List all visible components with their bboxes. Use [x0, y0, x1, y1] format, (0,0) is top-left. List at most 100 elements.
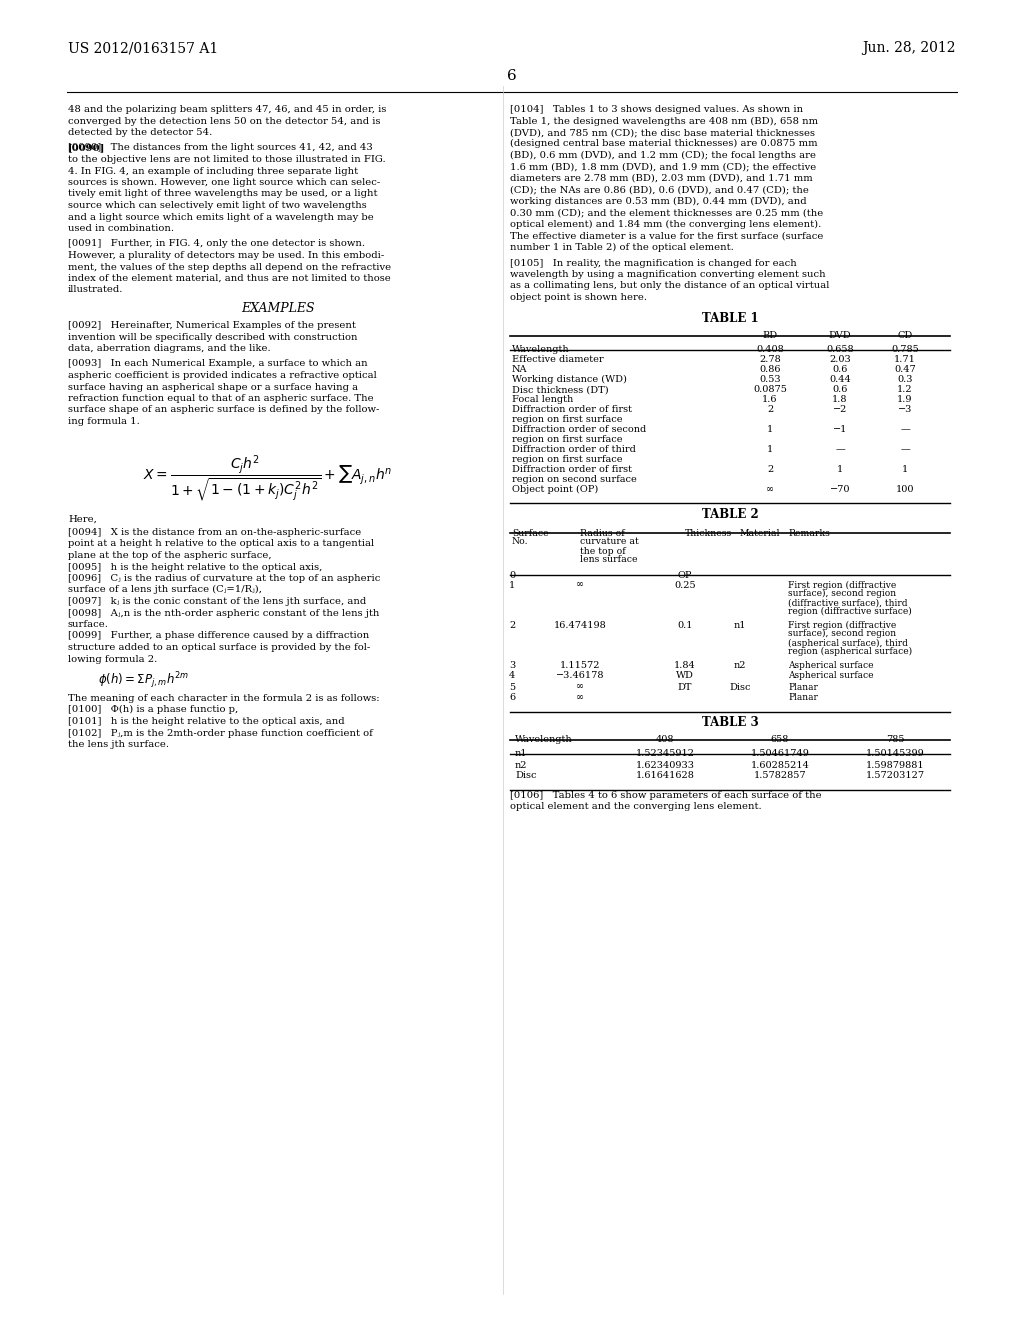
Text: 0.6: 0.6 [833, 385, 848, 395]
Text: 1.60285214: 1.60285214 [751, 760, 809, 770]
Text: invention will be specifically described with construction: invention will be specifically described… [68, 333, 357, 342]
Text: TABLE 1: TABLE 1 [701, 312, 759, 325]
Text: —: — [900, 446, 910, 454]
Text: sources is shown. However, one light source which can selec-: sources is shown. However, one light sou… [68, 178, 380, 187]
Text: (CD); the NAs are 0.86 (BD), 0.6 (DVD), and 0.47 (CD); the: (CD); the NAs are 0.86 (BD), 0.6 (DVD), … [510, 186, 809, 194]
Text: curvature at: curvature at [580, 537, 639, 546]
Text: Planar: Planar [788, 682, 818, 692]
Text: to the objective lens are not limited to those illustrated in FIG.: to the objective lens are not limited to… [68, 154, 386, 164]
Text: Radius of: Radius of [580, 528, 625, 537]
Text: (aspherical surface), third: (aspherical surface), third [788, 639, 908, 648]
Text: 2.78: 2.78 [759, 355, 781, 364]
Text: [0095]   h is the height relative to the optical axis,: [0095] h is the height relative to the o… [68, 562, 323, 572]
Text: ∞: ∞ [575, 581, 584, 590]
Text: as a collimating lens, but only the distance of an optical virtual: as a collimating lens, but only the dist… [510, 281, 829, 290]
Text: surface shape of an aspheric surface is defined by the follow-: surface shape of an aspheric surface is … [68, 405, 379, 414]
Text: [0098]   Aⱼ,n is the nth-order aspheric constant of the lens jth: [0098] Aⱼ,n is the nth-order aspheric co… [68, 609, 379, 618]
Text: 1.52345912: 1.52345912 [636, 750, 694, 759]
Text: [0093]   In each Numerical Example, a surface to which an: [0093] In each Numerical Example, a surf… [68, 359, 368, 368]
Text: 6: 6 [507, 69, 517, 83]
Text: −3: −3 [898, 405, 912, 414]
Text: Wavelength: Wavelength [512, 346, 569, 355]
Text: NA: NA [512, 366, 527, 375]
Text: 16.474198: 16.474198 [554, 620, 606, 630]
Text: 0.1: 0.1 [677, 620, 693, 630]
Text: 5: 5 [509, 682, 515, 692]
Text: Working distance (WD): Working distance (WD) [512, 375, 627, 384]
Text: n2: n2 [734, 660, 746, 669]
Text: 1.57203127: 1.57203127 [865, 771, 925, 780]
Text: 2.03: 2.03 [829, 355, 851, 364]
Text: 2: 2 [767, 405, 773, 414]
Text: 4: 4 [509, 672, 515, 681]
Text: (BD), 0.6 mm (DVD), and 1.2 mm (CD); the focal lengths are: (BD), 0.6 mm (DVD), and 1.2 mm (CD); the… [510, 150, 816, 160]
Text: 1.61641628: 1.61641628 [636, 771, 694, 780]
Text: ∞: ∞ [575, 682, 584, 692]
Text: 0.0875: 0.0875 [753, 385, 786, 395]
Text: Surface: Surface [512, 528, 549, 537]
Text: US 2012/0163157 A1: US 2012/0163157 A1 [68, 41, 218, 55]
Text: First region (diffractive: First region (diffractive [788, 581, 896, 590]
Text: [0090]   The distances from the light sources 41, 42, and 43: [0090] The distances from the light sour… [68, 144, 373, 153]
Text: The effective diameter is a value for the first surface (surface: The effective diameter is a value for th… [510, 231, 823, 240]
Text: plane at the top of the aspheric surface,: plane at the top of the aspheric surface… [68, 550, 271, 560]
Text: structure added to an optical surface is provided by the fol-: structure added to an optical surface is… [68, 643, 371, 652]
Text: 6: 6 [509, 693, 515, 702]
Text: 1.71: 1.71 [894, 355, 915, 364]
Text: 48 and the polarizing beam splitters 47, 46, and 45 in order, is: 48 and the polarizing beam splitters 47,… [68, 106, 386, 114]
Text: Thickness: Thickness [685, 528, 732, 537]
Text: lowing formula 2.: lowing formula 2. [68, 655, 158, 664]
Text: object point is shown here.: object point is shown here. [510, 293, 647, 302]
Text: Diffraction order of third: Diffraction order of third [512, 446, 636, 454]
Text: 1.84: 1.84 [674, 660, 696, 669]
Text: No.: No. [512, 537, 528, 546]
Text: source which can selectively emit light of two wavelengths: source which can selectively emit light … [68, 201, 367, 210]
Text: 785: 785 [886, 735, 904, 744]
Text: 1.62340933: 1.62340933 [636, 760, 694, 770]
Text: 658: 658 [771, 735, 790, 744]
Text: 100: 100 [896, 486, 914, 495]
Text: region on first surface: region on first surface [512, 454, 623, 463]
Text: [0092]   Hereinafter, Numerical Examples of the present: [0092] Hereinafter, Numerical Examples o… [68, 321, 356, 330]
Text: point at a height h relative to the optical axis to a tangential: point at a height h relative to the opti… [68, 540, 374, 549]
Text: ing formula 1.: ing formula 1. [68, 417, 139, 426]
Text: [0096]   Cⱼ is the radius of curvature at the top of an aspheric: [0096] Cⱼ is the radius of curvature at … [68, 574, 380, 583]
Text: the top of: the top of [580, 546, 626, 556]
Text: 1.59879881: 1.59879881 [865, 760, 925, 770]
Text: 1: 1 [767, 425, 773, 434]
Text: n1: n1 [734, 620, 746, 630]
Text: 1.2: 1.2 [897, 385, 912, 395]
Text: First region (diffractive: First region (diffractive [788, 620, 896, 630]
Text: −70: −70 [829, 486, 850, 495]
Text: $X = \dfrac{C_j h^2}{1 + \sqrt{1 - (1 + k_j)C_j^2 h^2}} + \sum A_{j,n} h^n$: $X = \dfrac{C_j h^2}{1 + \sqrt{1 - (1 + … [143, 453, 392, 504]
Text: 0.53: 0.53 [759, 375, 781, 384]
Text: number 1 in Table 2) of the optical element.: number 1 in Table 2) of the optical elem… [510, 243, 734, 252]
Text: 2: 2 [767, 466, 773, 474]
Text: Aspherical surface: Aspherical surface [788, 660, 873, 669]
Text: 1.6: 1.6 [762, 396, 778, 404]
Text: Remarks: Remarks [788, 528, 829, 537]
Text: —: — [836, 446, 845, 454]
Text: aspheric coefficient is provided indicates a refractive optical: aspheric coefficient is provided indicat… [68, 371, 377, 380]
Text: 1: 1 [902, 466, 908, 474]
Text: 1.8: 1.8 [833, 396, 848, 404]
Text: ∞: ∞ [575, 693, 584, 702]
Text: −2: −2 [833, 405, 847, 414]
Text: 1.11572: 1.11572 [560, 660, 600, 669]
Text: region on second surface: region on second surface [512, 474, 637, 483]
Text: optical element) and 1.84 mm (the converging lens element).: optical element) and 1.84 mm (the conver… [510, 220, 821, 228]
Text: TABLE 3: TABLE 3 [701, 715, 759, 729]
Text: 0.86: 0.86 [759, 366, 780, 375]
Text: 0.47: 0.47 [894, 366, 915, 375]
Text: working distances are 0.53 mm (BD), 0.44 mm (DVD), and: working distances are 0.53 mm (BD), 0.44… [510, 197, 807, 206]
Text: However, a plurality of detectors may be used. In this embodi-: However, a plurality of detectors may be… [68, 251, 384, 260]
Text: data, aberration diagrams, and the like.: data, aberration diagrams, and the like. [68, 345, 270, 352]
Text: [0102]   Pⱼ,m is the 2mth-order phase function coefficient of: [0102] Pⱼ,m is the 2mth-order phase func… [68, 729, 373, 738]
Text: [0104]   Tables 1 to 3 shows designed values. As shown in: [0104] Tables 1 to 3 shows designed valu… [510, 106, 803, 114]
Text: Aspherical surface: Aspherical surface [788, 672, 873, 681]
Text: 2: 2 [509, 620, 515, 630]
Text: $\phi(h){=}\Sigma P_{j,m}h^{2m}$: $\phi(h){=}\Sigma P_{j,m}h^{2m}$ [98, 671, 189, 692]
Text: 0.658: 0.658 [826, 346, 854, 355]
Text: Disc: Disc [729, 682, 751, 692]
Text: surface), second region: surface), second region [788, 630, 896, 639]
